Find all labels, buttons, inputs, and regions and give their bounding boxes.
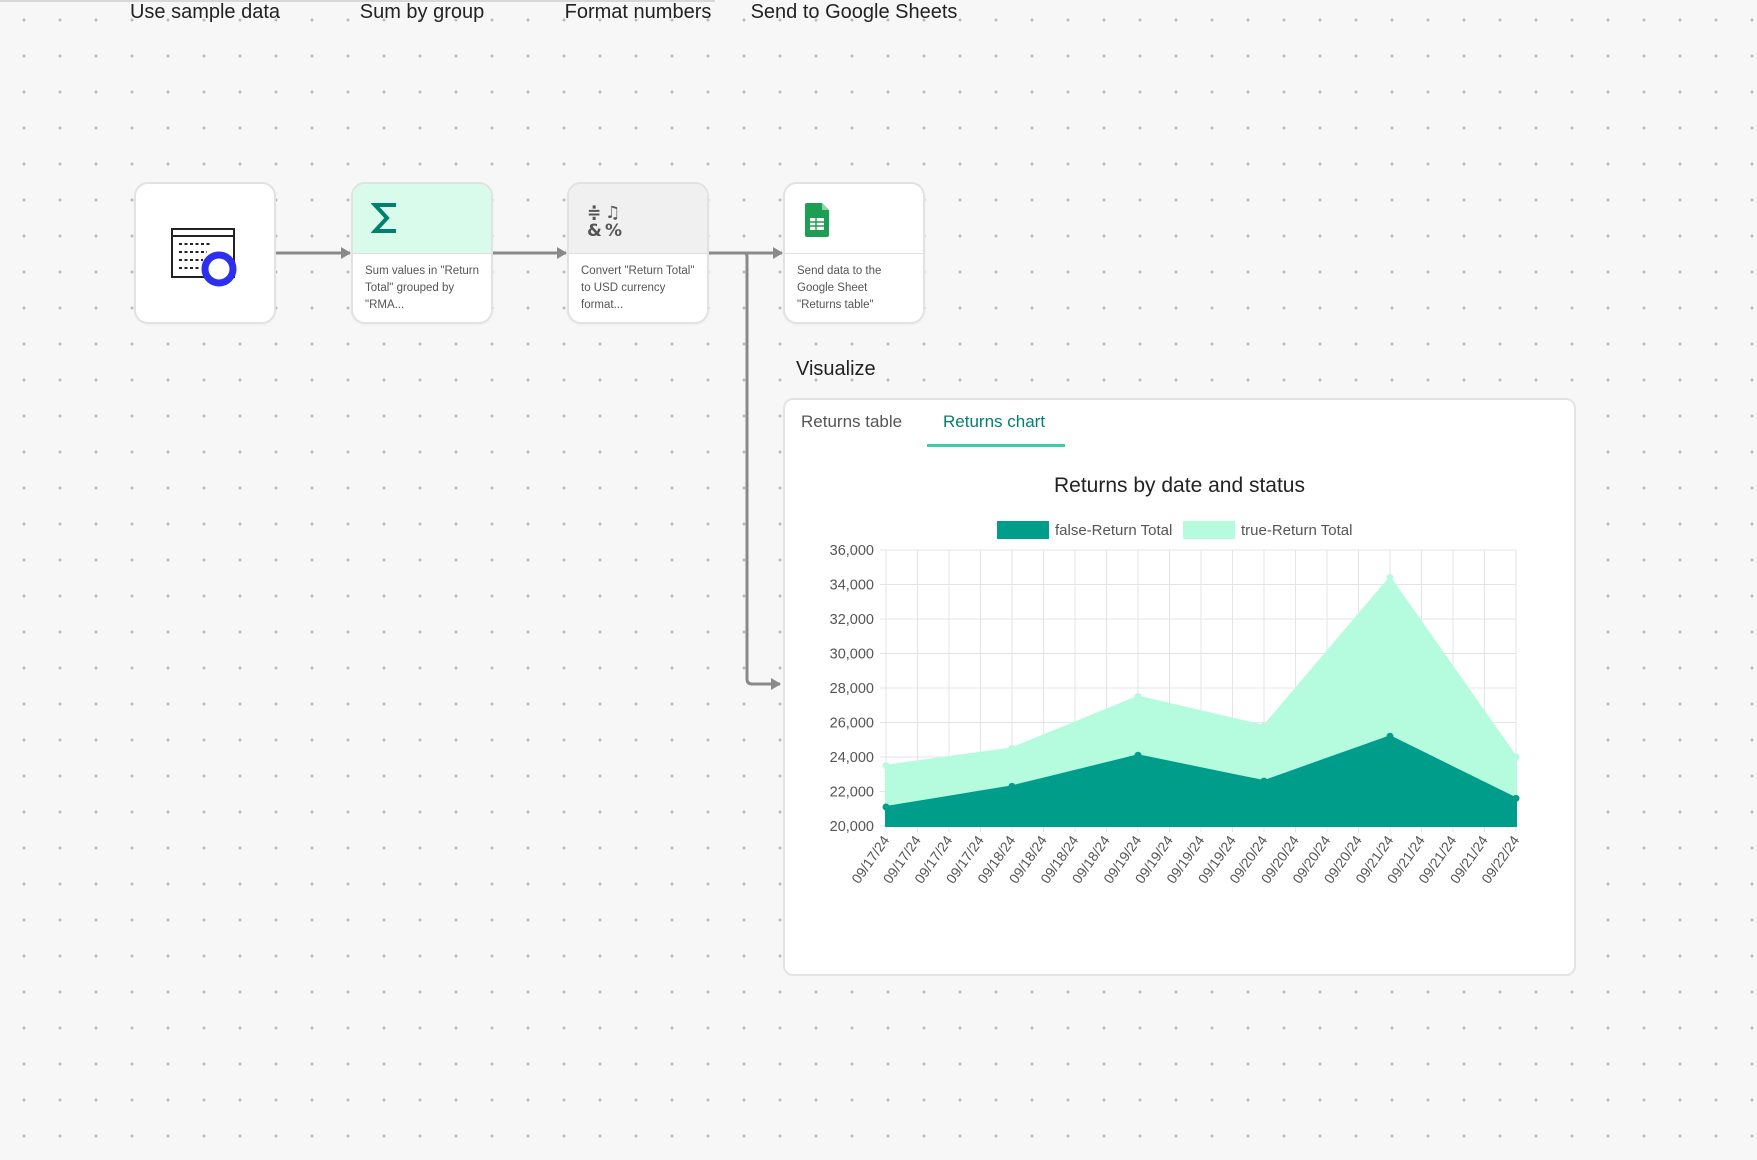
legend-label-false-return-total: false-Return Total: [1055, 522, 1172, 539]
data-point-false-return-total: [1512, 794, 1520, 802]
sigma-icon: [371, 203, 396, 233]
node-header: [785, 184, 923, 254]
format-symbols-icon: ≑ ♫ & %: [587, 203, 622, 238]
data-point-true-return-total: [1134, 693, 1142, 701]
node-header: [353, 184, 491, 254]
svg-text:♫: ♫: [605, 203, 620, 223]
data-point-false-return-total: [1260, 777, 1268, 785]
legend-label-true-return-total: true-Return Total: [1241, 522, 1352, 539]
data-point-true-return-total: [1512, 753, 1520, 761]
y-tick-label: 32,000: [830, 612, 874, 628]
node-header: ≑ ♫ & %: [569, 184, 707, 254]
y-tick-label: 20,000: [830, 819, 874, 835]
y-tick-label: 24,000: [830, 750, 874, 766]
tab-returns-table[interactable]: Returns table: [801, 412, 903, 431]
sample-data-icon: [171, 228, 237, 287]
node-description: Convert "Return Total" to USD currency f…: [581, 265, 695, 311]
y-tick-label: 34,000: [830, 578, 874, 594]
data-point-false-return-total: [1386, 732, 1394, 740]
data-point-true-return-total: [1386, 574, 1394, 582]
node-description: Sum values in "Return Total" grouped by …: [365, 265, 480, 311]
google-sheets-icon: [805, 203, 829, 237]
data-point-true-return-total: [1260, 722, 1268, 730]
node-title: Use sample data: [129, 1, 281, 23]
data-point-true-return-total: [1008, 744, 1016, 752]
node-title: Send to Google Sheets: [750, 1, 958, 23]
series-area-false-return-total: [885, 735, 1517, 827]
node-card[interactable]: Sum values in "Return Total" grouped by …: [351, 182, 493, 324]
svg-text:&: &: [587, 221, 602, 238]
tab-returns-chart[interactable]: Returns chart: [943, 412, 1046, 431]
returns-area-chart: 20,000 22,000 24,000 26,000 28,000 30,000 32,0…: [830, 521, 1523, 886]
node-card[interactable]: ≑ ♫ & % Convert "Return Total" to USD cu…: [567, 182, 709, 324]
data-point-false-return-total: [882, 803, 890, 811]
y-tick-label: 36,000: [830, 543, 874, 559]
visualize-panel: Returns table Returns chart Returns by d…: [783, 398, 1576, 976]
node-description: Send data to the Google Sheet "Returns t…: [797, 265, 882, 311]
data-point-false-return-total: [1134, 751, 1142, 759]
visualize-title: Visualize: [796, 358, 876, 380]
legend-swatch-true-return-total: [1183, 521, 1235, 539]
node-title: Sum by group: [359, 1, 485, 23]
node-title: Format numbers: [564, 1, 712, 23]
y-tick-label: 30,000: [830, 647, 874, 663]
y-tick-label: 28,000: [830, 681, 874, 697]
top-edge-strip: [0, 0, 715, 2]
y-tick-label: 26,000: [830, 716, 874, 732]
active-tab-indicator: [927, 444, 1065, 447]
svg-text:≑: ≑: [587, 203, 601, 223]
svg-text:%: %: [605, 221, 622, 238]
data-point-true-return-total: [882, 762, 890, 770]
y-tick-label: 22,000: [830, 785, 874, 801]
data-point-false-return-total: [1008, 782, 1016, 790]
connector-format-to-visualize: [743, 251, 781, 690]
node-card[interactable]: Send data to the Google Sheet "Returns t…: [783, 182, 925, 324]
chart-title: Returns by date and status: [1054, 474, 1305, 497]
legend-swatch-false-return-total: [997, 521, 1049, 539]
node-card[interactable]: [134, 182, 276, 324]
